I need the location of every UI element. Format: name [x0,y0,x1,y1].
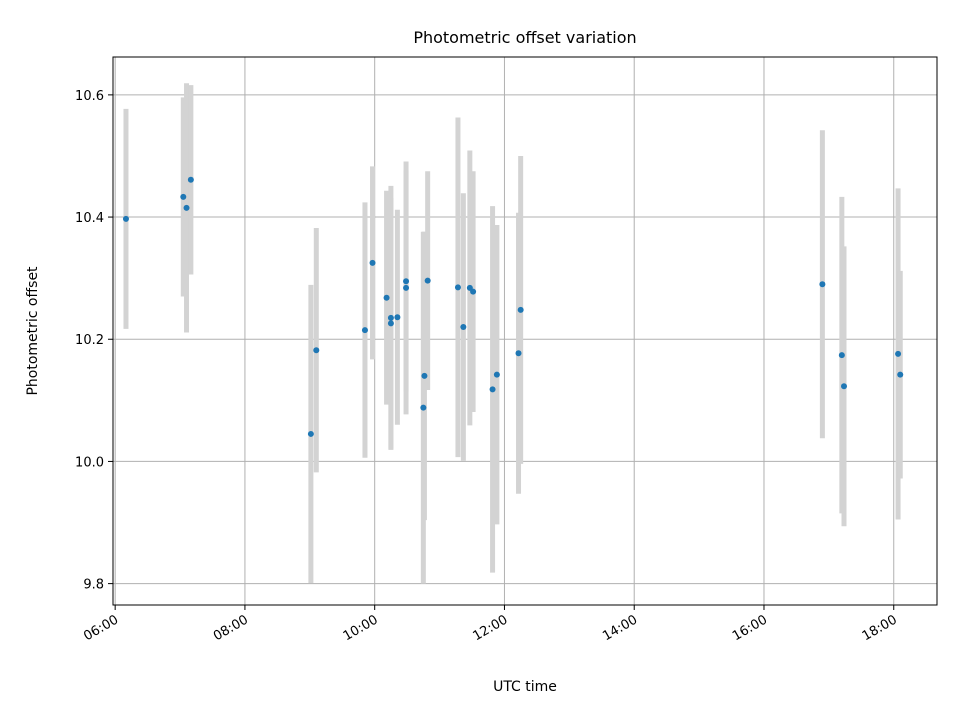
data-point [383,294,390,301]
data-point [517,306,524,313]
chart-title: Photometric offset variation [413,28,636,47]
plot-area-frame [112,56,938,606]
data-point [313,347,320,354]
data-point [394,314,401,321]
data-point [387,320,394,327]
data-point [493,371,500,378]
y-tick-label: 9.8 [83,578,104,593]
y-axis-label: Photometric offset [25,266,41,396]
y-tick-label: 10.4 [75,211,104,226]
data-point [420,404,427,411]
data-point [122,215,129,222]
data-point [841,383,848,390]
data-point [489,386,496,393]
data-point [307,430,314,437]
data-point [183,204,190,211]
data-point [387,314,394,321]
data-point [180,193,187,200]
data-point [403,278,410,285]
grid-lines [113,57,937,605]
x-axis-label: UTC time [493,679,557,695]
data-point [187,176,194,183]
y-axis-ticks: 9.8 10.0 10.2 10.4 10.6 [75,89,113,593]
data-point [421,372,428,379]
y-tick-label: 10.0 [75,455,104,470]
data-point [424,277,431,284]
data-point [515,350,522,357]
data-point [819,281,826,288]
y-tick-label: 10.6 [75,89,104,104]
data-point [369,259,376,266]
y-tick-label: 10.2 [75,333,104,348]
data-point [897,371,904,378]
data-point [361,327,368,334]
data-point [403,284,410,291]
data-point [470,288,477,295]
data-point [838,352,845,359]
data-points [122,176,904,437]
data-point [460,324,467,331]
data-point [454,284,461,291]
data-point [895,350,902,357]
